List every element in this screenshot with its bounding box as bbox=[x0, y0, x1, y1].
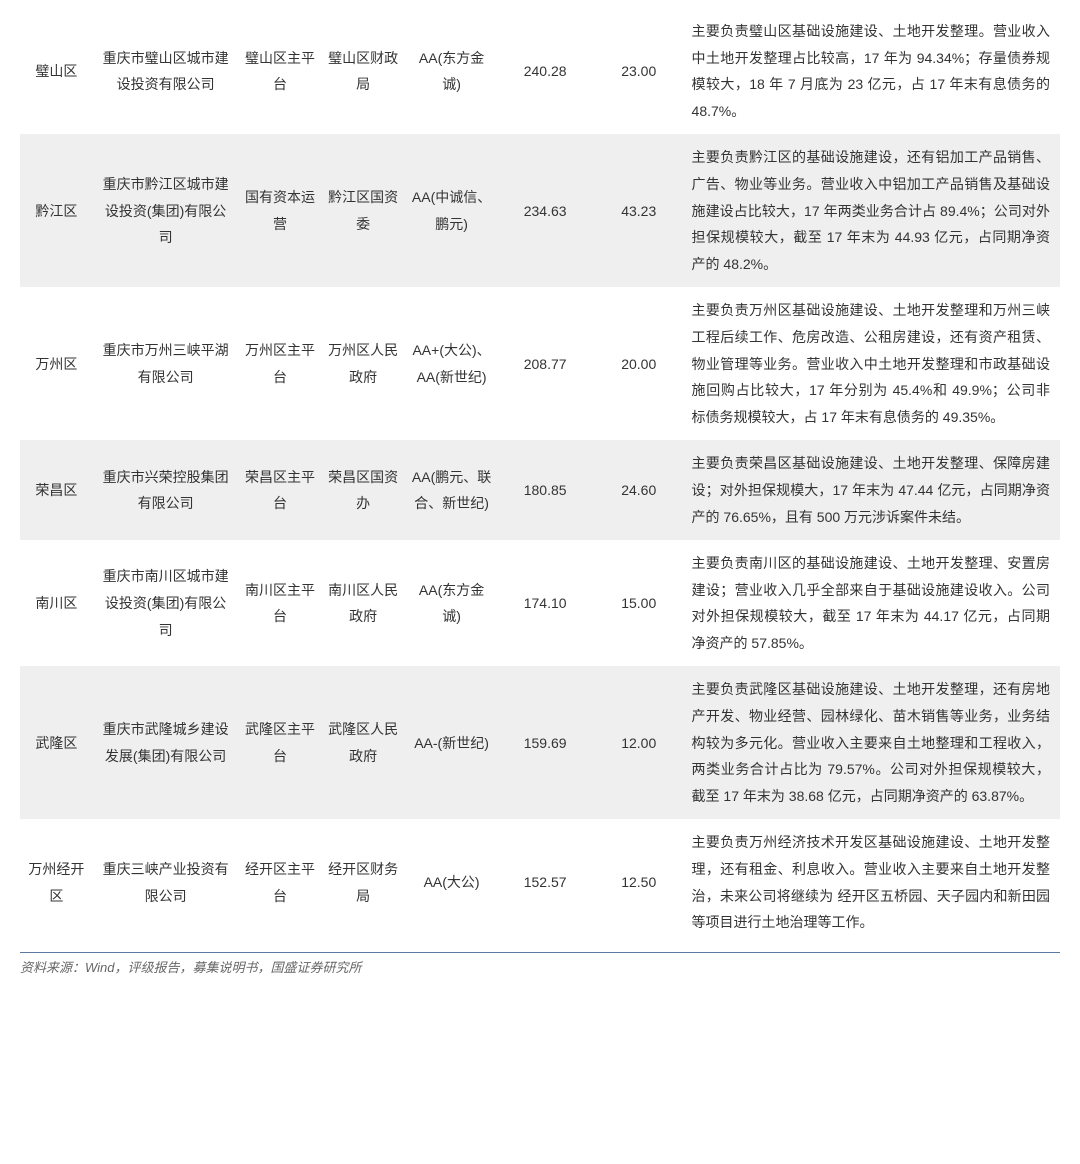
region-cell: 武隆区 bbox=[20, 666, 93, 819]
value1-cell: 152.57 bbox=[498, 819, 592, 945]
value2-cell: 24.60 bbox=[592, 440, 686, 540]
table-row: 南川区重庆市南川区城市建设投资(集团)有限公司南川区主平台南川区人民政府AA(东… bbox=[20, 540, 1060, 666]
rating-cell: AA-(新世纪) bbox=[405, 666, 499, 819]
value2-cell: 12.00 bbox=[592, 666, 686, 819]
value1-cell: 180.85 bbox=[498, 440, 592, 540]
company-cell: 重庆市万州三峡平湖有限公司 bbox=[93, 287, 239, 440]
table-row: 万州区重庆市万州三峡平湖有限公司万州区主平台万州区人民政府AA+(大公)、AA(… bbox=[20, 287, 1060, 440]
rating-cell: AA(鹏元、联合、新世纪) bbox=[405, 440, 499, 540]
description-cell: 主要负责南川区的基础设施建设、土地开发整理、安置房建设；营业收入几乎全部来自于基… bbox=[686, 540, 1060, 666]
rating-cell: AA+(大公)、AA(新世纪) bbox=[405, 287, 499, 440]
value1-cell: 208.77 bbox=[498, 287, 592, 440]
source-footer: 资料来源：Wind，评级报告，募集说明书，国盛证券研究所 bbox=[20, 952, 1060, 976]
authority-cell: 荣昌区国资办 bbox=[322, 440, 405, 540]
description-cell: 主要负责万州区基础设施建设、土地开发整理和万州三峡工程后续工作、危房改造、公租房… bbox=[686, 287, 1060, 440]
table-row: 荣昌区重庆市兴荣控股集团有限公司荣昌区主平台荣昌区国资办AA(鹏元、联合、新世纪… bbox=[20, 440, 1060, 540]
rating-cell: AA(中诚信、鹏元) bbox=[405, 134, 499, 287]
company-cell: 重庆市兴荣控股集团有限公司 bbox=[93, 440, 239, 540]
platform-cell: 璧山区主平台 bbox=[238, 8, 321, 134]
company-cell: 重庆市南川区城市建设投资(集团)有限公司 bbox=[93, 540, 239, 666]
authority-cell: 经开区财务局 bbox=[322, 819, 405, 945]
table-row: 武隆区重庆市武隆城乡建设发展(集团)有限公司武隆区主平台武隆区人民政府AA-(新… bbox=[20, 666, 1060, 819]
description-cell: 主要负责荣昌区基础设施建设、土地开发整理、保障房建设；对外担保规模大，17 年末… bbox=[686, 440, 1060, 540]
value2-cell: 20.00 bbox=[592, 287, 686, 440]
region-cell: 璧山区 bbox=[20, 8, 93, 134]
region-cell: 黔江区 bbox=[20, 134, 93, 287]
platform-cell: 武隆区主平台 bbox=[238, 666, 321, 819]
table-row: 万州经开区重庆三峡产业投资有限公司经开区主平台经开区财务局AA(大公)152.5… bbox=[20, 819, 1060, 945]
region-cell: 万州区 bbox=[20, 287, 93, 440]
rating-cell: AA(大公) bbox=[405, 819, 499, 945]
platform-cell: 荣昌区主平台 bbox=[238, 440, 321, 540]
description-cell: 主要负责璧山区基础设施建设、土地开发整理。营业收入中土地开发整理占比较高，17 … bbox=[686, 8, 1060, 134]
authority-cell: 璧山区财政局 bbox=[322, 8, 405, 134]
authority-cell: 万州区人民政府 bbox=[322, 287, 405, 440]
company-cell: 重庆市武隆城乡建设发展(集团)有限公司 bbox=[93, 666, 239, 819]
value1-cell: 159.69 bbox=[498, 666, 592, 819]
table-row: 璧山区重庆市璧山区城市建设投资有限公司璧山区主平台璧山区财政局AA(东方金诚)2… bbox=[20, 8, 1060, 134]
platform-cell: 万州区主平台 bbox=[238, 287, 321, 440]
authority-cell: 南川区人民政府 bbox=[322, 540, 405, 666]
value2-cell: 15.00 bbox=[592, 540, 686, 666]
value2-cell: 43.23 bbox=[592, 134, 686, 287]
platform-cell: 国有资本运营 bbox=[238, 134, 321, 287]
company-cell: 重庆市黔江区城市建设投资(集团)有限公司 bbox=[93, 134, 239, 287]
description-cell: 主要负责万州经济技术开发区基础设施建设、土地开发整理，还有租金、利息收入。营业收… bbox=[686, 819, 1060, 945]
description-cell: 主要负责黔江区的基础设施建设，还有铝加工产品销售、广告、物业等业务。营业收入中铝… bbox=[686, 134, 1060, 287]
platform-cell: 经开区主平台 bbox=[238, 819, 321, 945]
value1-cell: 240.28 bbox=[498, 8, 592, 134]
value1-cell: 174.10 bbox=[498, 540, 592, 666]
value1-cell: 234.63 bbox=[498, 134, 592, 287]
company-cell: 重庆三峡产业投资有限公司 bbox=[93, 819, 239, 945]
rating-cell: AA(东方金诚) bbox=[405, 540, 499, 666]
region-cell: 南川区 bbox=[20, 540, 93, 666]
platform-cell: 南川区主平台 bbox=[238, 540, 321, 666]
authority-cell: 武隆区人民政府 bbox=[322, 666, 405, 819]
region-cell: 万州经开区 bbox=[20, 819, 93, 945]
company-cell: 重庆市璧山区城市建设投资有限公司 bbox=[93, 8, 239, 134]
rating-cell: AA(东方金诚) bbox=[405, 8, 499, 134]
authority-cell: 黔江区国资委 bbox=[322, 134, 405, 287]
region-cell: 荣昌区 bbox=[20, 440, 93, 540]
data-table: 璧山区重庆市璧山区城市建设投资有限公司璧山区主平台璧山区财政局AA(东方金诚)2… bbox=[20, 8, 1060, 946]
table-row: 黔江区重庆市黔江区城市建设投资(集团)有限公司国有资本运营黔江区国资委AA(中诚… bbox=[20, 134, 1060, 287]
value2-cell: 23.00 bbox=[592, 8, 686, 134]
value2-cell: 12.50 bbox=[592, 819, 686, 945]
description-cell: 主要负责武隆区基础设施建设、土地开发整理，还有房地产开发、物业经营、园林绿化、苗… bbox=[686, 666, 1060, 819]
